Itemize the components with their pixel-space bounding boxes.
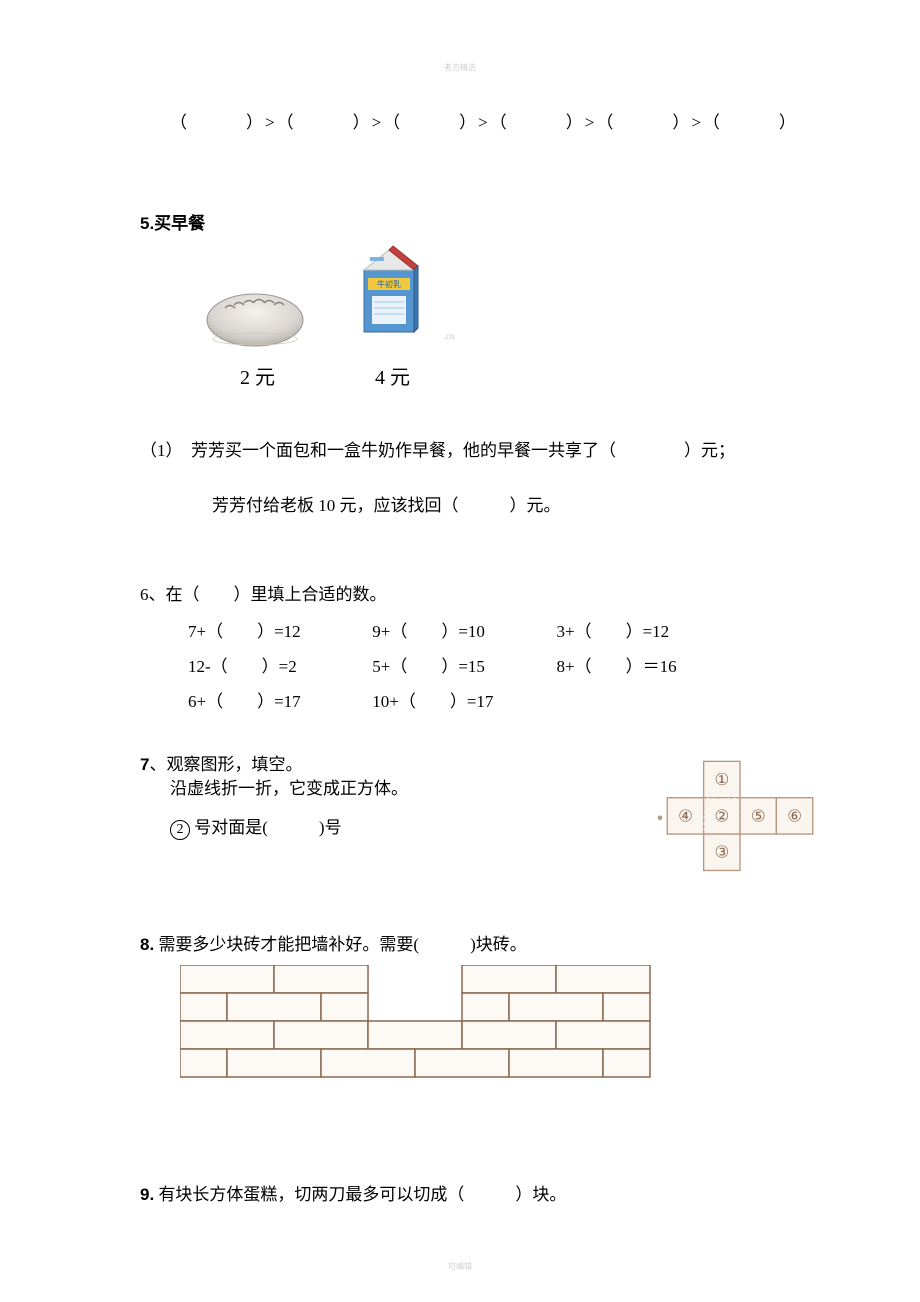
q5-sub2: 芳芳付给老板 10 元，应该找回（ ）元。 [212,491,810,516]
net-label-2: ② [714,806,729,825]
q6-r3c1: 6+（ ）=17 [188,685,368,720]
q5-prices: 2 元 4 元 [240,361,810,390]
q4-ordering-line: （ ）>（ ）>（ ）>（ ）>（ ）>（ ） [170,108,810,133]
net-label-1: ① [714,770,729,789]
q6-r3c2: 10+（ ）=17 [372,685,552,720]
q6-r1c2: 9+（ ）=10 [372,615,552,650]
q6-r2c3: 8+（ ）＝16 [557,650,737,685]
q6-r1c3: 3+（ ）=12 [557,615,737,650]
q7-question-row: 2 号对面是( )号 [170,813,640,839]
q9-title: 9. 有块长方体蛋糕，切两刀最多可以切成（ ）块。 [140,1180,810,1205]
q7-area: 7、观察图形，填空。 沿虚线折一折，它变成正方体。 2 号对面是( )号 [140,750,810,900]
watermark-bottom: 可编辑 [448,1261,472,1272]
net-label-4: ④ [678,806,693,825]
cn-watermark: .cn [410,331,488,341]
q6-row-2: 12-（ ）=2 5+（ ）=15 8+（ ）＝16 [188,650,810,685]
q6-title: 6、在（ ）里填上合适的数。 [140,580,810,605]
watermark-top: 者方精选 [444,62,476,73]
q7-after-circled: 号对面是( )号 [190,818,342,837]
q6-row-1: 7+（ ）=12 9+（ ）=10 3+（ ）=12 [188,615,810,650]
bread-icon [200,275,310,350]
q6-r2c2: 5+（ ）=15 [372,650,552,685]
q5-title: 5.买早餐 [140,209,810,234]
net-label-5: ⑤ [751,806,766,825]
circled-2-icon: 2 [170,820,190,840]
q7-title: 7、观察图形，填空。 [140,750,640,775]
q8-rest: 需要多少块砖才能把墙补好。需要( )块砖。 [154,935,527,954]
milk-image: 牛初乳 .cn [350,240,428,355]
q7-rest: 、观察图形，填空。 [149,755,302,774]
milk-carton-icon: 牛初乳 [350,240,428,340]
q7-text: 7、观察图形，填空。 沿虚线折一折，它变成正方体。 2 号对面是( )号 [140,750,640,900]
q8-num: 8. [140,935,154,954]
q6-row-3: 6+（ ）=17 10+（ ）=17 [188,685,810,720]
bread-image [200,275,310,355]
q7-indent: 沿虚线折一折，它变成正方体。 [170,775,640,804]
q6-rows: 7+（ ）=12 9+（ ）=10 3+（ ）=12 12-（ ）=2 5+（ … [188,615,810,720]
milk-price: 4 元 [375,361,410,390]
q5-sub1: （1） 芳芳买一个面包和一盒牛奶作早餐，他的早餐一共享了（ ）元； [140,436,810,461]
q8-title: 8. 需要多少块砖才能把墙补好。需要( )块砖。 [140,930,810,955]
q6-r2c1: 12-（ ）=2 [188,650,368,685]
q5-image-row: 牛初乳 .cn [200,240,810,355]
wall-diagram [180,965,810,1100]
net-label-3: ③ [714,842,729,861]
cube-net-diagram: ① ④ ② ⑤ ⑥ ③ [640,750,840,900]
q9-rest: 有块长方体蛋糕，切两刀最多可以切成（ ）块。 [154,1185,566,1204]
q9-num: 9. [140,1185,154,1204]
net-label-6: ⑥ [787,806,802,825]
q6-r1c1: 7+（ ）=12 [188,615,368,650]
svg-text:牛初乳: 牛初乳 [377,279,401,289]
bread-price: 2 元 [240,361,275,390]
